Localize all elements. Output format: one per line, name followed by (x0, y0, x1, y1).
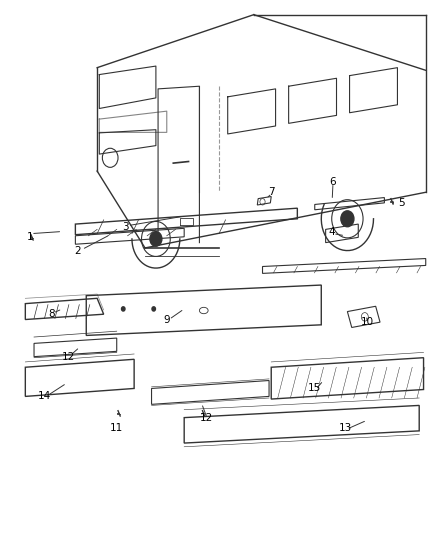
Text: 6: 6 (329, 176, 336, 187)
Circle shape (341, 211, 354, 227)
Text: 14: 14 (38, 391, 52, 401)
Text: 5: 5 (399, 198, 405, 208)
Text: 13: 13 (339, 423, 352, 433)
Text: 15: 15 (308, 383, 321, 393)
Text: 4: 4 (329, 227, 336, 237)
Text: 3: 3 (122, 222, 129, 232)
Text: 2: 2 (74, 246, 81, 256)
Circle shape (150, 232, 162, 246)
Text: 7: 7 (268, 187, 275, 197)
Text: 1: 1 (26, 232, 33, 243)
Text: 10: 10 (360, 317, 374, 327)
Text: 12: 12 (199, 413, 212, 423)
Text: 8: 8 (48, 309, 55, 319)
Text: 9: 9 (163, 314, 170, 325)
Text: 12: 12 (62, 352, 75, 361)
Circle shape (121, 307, 125, 311)
Circle shape (152, 307, 155, 311)
Text: 11: 11 (110, 423, 124, 433)
